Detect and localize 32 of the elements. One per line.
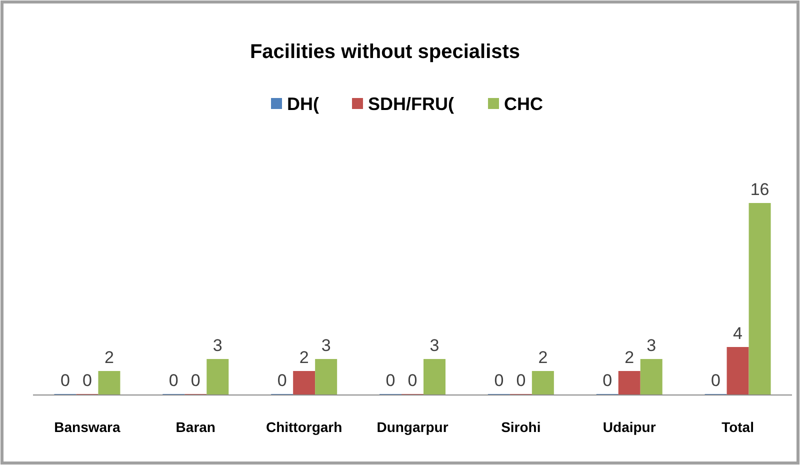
- data-label: 0: [494, 371, 504, 390]
- data-label: 3: [321, 336, 331, 355]
- x-tick-label: Sirohi: [501, 419, 541, 435]
- legend-label: CHC: [504, 94, 543, 114]
- data-label: 0: [711, 371, 721, 390]
- x-tick-label: Banswara: [54, 419, 120, 435]
- data-label: 0: [408, 371, 418, 390]
- data-label: 2: [299, 348, 309, 367]
- data-label: 2: [624, 348, 634, 367]
- legend-label: DH(: [287, 94, 319, 114]
- x-tick-label: Dungarpur: [376, 419, 449, 435]
- data-label: 3: [430, 336, 440, 355]
- data-label: 0: [190, 371, 200, 390]
- data-label: 0: [602, 371, 612, 390]
- data-label: 0: [386, 371, 396, 390]
- data-label: 0: [82, 371, 92, 390]
- data-label: 16: [750, 180, 770, 199]
- data-label: 2: [104, 348, 114, 367]
- data-label: 0: [277, 371, 287, 390]
- data-label: 0: [168, 371, 178, 390]
- data-label: 0: [60, 371, 70, 390]
- x-tick-label: Total: [722, 419, 754, 435]
- data-label: 3: [212, 336, 222, 355]
- data-label: 2: [538, 348, 548, 367]
- x-tick-label: Chittorgarh: [266, 419, 342, 435]
- data-label: 3: [646, 336, 656, 355]
- x-tick-label: Baran: [176, 419, 216, 435]
- data-label: 4: [733, 324, 743, 343]
- x-tick-label: Udaipur: [602, 419, 656, 435]
- data-label: 0: [516, 371, 526, 390]
- legend-label: SDH/FRU(: [368, 94, 454, 114]
- chart-title: Facilities without specialists: [250, 41, 520, 63]
